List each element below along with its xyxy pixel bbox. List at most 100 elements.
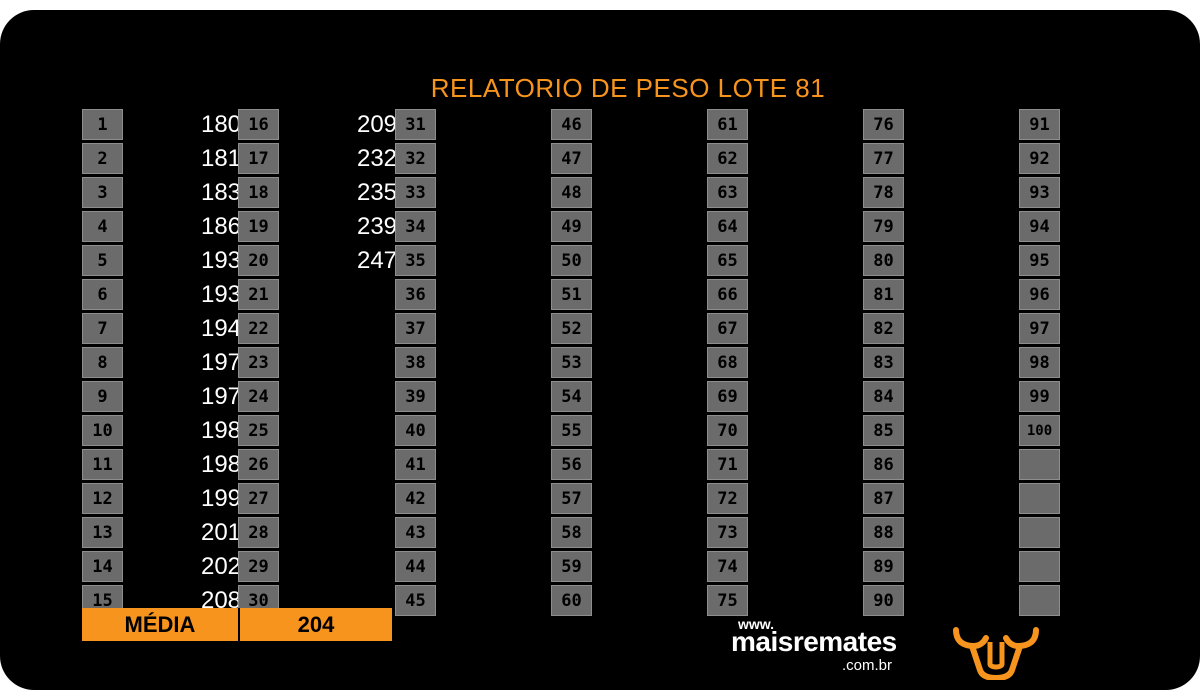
weight-value: 199 <box>200 485 242 512</box>
lot-number-cell: 43 <box>395 517 436 548</box>
lot-number-cell: 40 <box>395 415 436 446</box>
lot-number-cell: 87 <box>863 483 904 514</box>
lot-number-cell: 23 <box>238 347 279 378</box>
lot-number-cell: 90 <box>863 585 904 616</box>
lot-number-cell: 18 <box>238 177 279 208</box>
lot-number-cell: 4 <box>82 211 123 242</box>
lot-number-cell: 52 <box>551 313 592 344</box>
lot-number-cell: 74 <box>707 551 748 582</box>
weight-value: 198 <box>200 451 242 478</box>
lot-number-cell: 16 <box>238 109 279 140</box>
lot-number-cell: 79 <box>863 211 904 242</box>
lot-number-cell: 70 <box>707 415 748 446</box>
lot-number-cell: 34 <box>395 211 436 242</box>
lot-number-cell: 92 <box>1019 143 1060 174</box>
weight-value: 193 <box>200 247 242 274</box>
weight-value: 201 <box>200 519 242 546</box>
lot-number-cell: 39 <box>395 381 436 412</box>
lot-number-cell: 38 <box>395 347 436 378</box>
lot-number-cell: 29 <box>238 551 279 582</box>
lot-number-cell: 85 <box>863 415 904 446</box>
lot-number-cell: 51 <box>551 279 592 310</box>
lot-number-cell: 81 <box>863 279 904 310</box>
lot-number-cell: 31 <box>395 109 436 140</box>
lot-number-cell: 25 <box>238 415 279 446</box>
lot-number-cell: 50 <box>551 245 592 276</box>
lot-number-cell: 42 <box>395 483 436 514</box>
lot-number-cell: 62 <box>707 143 748 174</box>
average-bar: MÉDIA 204 <box>82 608 392 641</box>
lot-number-cell: 45 <box>395 585 436 616</box>
lot-number-cell: 97 <box>1019 313 1060 344</box>
lot-number-cell: 91 <box>1019 109 1060 140</box>
lot-number-cell: 5 <box>82 245 123 276</box>
lot-number-cell: 19 <box>238 211 279 242</box>
lot-number-cell: 83 <box>863 347 904 378</box>
lot-number-cell: 94 <box>1019 211 1060 242</box>
lot-number-cell: 84 <box>863 381 904 412</box>
lot-number-cell: 33 <box>395 177 436 208</box>
lot-number-cell: 96 <box>1019 279 1060 310</box>
lot-number-cell: 1 <box>82 109 123 140</box>
lot-number-cell: 10 <box>82 415 123 446</box>
lot-number-cell: 37 <box>395 313 436 344</box>
lot-number-cell: 77 <box>863 143 904 174</box>
weight-value: 186 <box>200 213 242 240</box>
lot-number-cell: 76 <box>863 109 904 140</box>
lot-number-cell: 44 <box>395 551 436 582</box>
lot-number-cell: 21 <box>238 279 279 310</box>
lot-number-cell: 59 <box>551 551 592 582</box>
lot-number-cell: 8 <box>82 347 123 378</box>
bull-head-icon <box>953 627 1039 680</box>
lot-number-cell: 41 <box>395 449 436 480</box>
lot-number-cell: 35 <box>395 245 436 276</box>
lot-number-cell: 27 <box>238 483 279 514</box>
report-title: RELATORIO DE PESO LOTE 81 <box>430 73 826 103</box>
lot-number-cell: 28 <box>238 517 279 548</box>
lot-number-cell: 99 <box>1019 381 1060 412</box>
lot-number-cell: 32 <box>395 143 436 174</box>
lot-number-cell: 93 <box>1019 177 1060 208</box>
lot-number-cell: 11 <box>82 449 123 480</box>
lot-number-cell: 48 <box>551 177 592 208</box>
lot-number-cell: 2 <box>82 143 123 174</box>
lot-number-cell: 64 <box>707 211 748 242</box>
lot-number-cell: 61 <box>707 109 748 140</box>
weight-value: 197 <box>200 383 242 410</box>
lot-number-cell: 75 <box>707 585 748 616</box>
weight-value: 193 <box>200 281 242 308</box>
lot-number-cell: 72 <box>707 483 748 514</box>
lot-number-cell: 24 <box>238 381 279 412</box>
lot-number-cell: 71 <box>707 449 748 480</box>
lot-number-cell: 12 <box>82 483 123 514</box>
logo-www: www. <box>738 616 775 632</box>
lot-number-cell: 56 <box>551 449 592 480</box>
lot-number-cell: 55 <box>551 415 592 446</box>
lot-number-cell: 82 <box>863 313 904 344</box>
empty-cell <box>1019 449 1060 480</box>
lot-number-cell: 13 <box>82 517 123 548</box>
lot-number-cell: 7 <box>82 313 123 344</box>
weight-value: 183 <box>200 179 242 206</box>
lot-number-cell: 3 <box>82 177 123 208</box>
lot-number-cell: 69 <box>707 381 748 412</box>
lot-number-cell: 89 <box>863 551 904 582</box>
lot-number-cell: 60 <box>551 585 592 616</box>
lot-number-cell: 95 <box>1019 245 1060 276</box>
weight-value: 194 <box>200 315 242 342</box>
lot-number-cell: 100 <box>1019 415 1060 446</box>
lot-number-cell: 68 <box>707 347 748 378</box>
logo-domain: .com.br <box>842 657 893 674</box>
empty-cell <box>1019 483 1060 514</box>
lot-number-cell: 67 <box>707 313 748 344</box>
weight-value: 209 <box>356 111 398 138</box>
weight-value: 239 <box>356 213 398 240</box>
lot-number-cell: 63 <box>707 177 748 208</box>
lot-number-cell: 6 <box>82 279 123 310</box>
weight-value: 197 <box>200 349 242 376</box>
lot-number-cell: 78 <box>863 177 904 208</box>
lot-number-cell: 47 <box>551 143 592 174</box>
lot-number-cell: 58 <box>551 517 592 548</box>
lot-number-cell: 20 <box>238 245 279 276</box>
average-value: 204 <box>240 608 392 641</box>
